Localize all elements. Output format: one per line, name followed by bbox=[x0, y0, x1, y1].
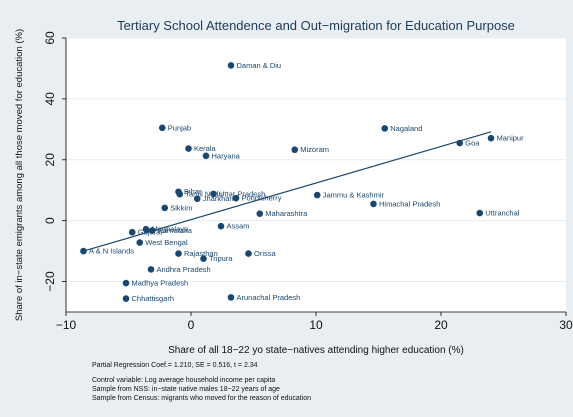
y-tick-label: 20 bbox=[43, 153, 57, 167]
point-label: Gujarat bbox=[138, 228, 164, 237]
point-label: Himachal Pradesh bbox=[379, 199, 440, 208]
data-point bbox=[147, 266, 155, 273]
point-label: Bihar bbox=[184, 187, 202, 196]
point-label: Assam bbox=[227, 222, 250, 231]
data-point bbox=[193, 195, 201, 203]
point-label: Punjab bbox=[168, 123, 191, 132]
point-label: Karnataka bbox=[158, 226, 193, 235]
point-label: Daman & Diu bbox=[237, 61, 282, 70]
y-tick-label: −20 bbox=[43, 271, 57, 292]
point-label: Uttranchal bbox=[485, 209, 520, 218]
data-points: Daman & Diu Nagaland Punjab Manipur Goa Keral… bbox=[80, 61, 524, 303]
x-tick-label: −10 bbox=[56, 318, 77, 332]
point-label: Sikkim bbox=[170, 203, 192, 212]
data-point bbox=[175, 250, 182, 257]
y-axis-label: Share of in−state emigrants among all th… bbox=[14, 29, 25, 321]
data-point bbox=[370, 200, 377, 208]
point-label: Orissa bbox=[254, 249, 276, 258]
y-tick-label: 0 bbox=[43, 217, 57, 224]
point-label: Chhattisgarh bbox=[132, 294, 175, 303]
data-point bbox=[142, 225, 150, 233]
point-label: Pondicherry bbox=[242, 194, 282, 203]
point-label: Goa bbox=[465, 139, 480, 148]
point-label: Arunachal Pradesh bbox=[237, 293, 301, 302]
data-point bbox=[185, 145, 192, 152]
data-point bbox=[227, 62, 235, 69]
data-point bbox=[176, 190, 184, 198]
point-label: Madhya Pradesh bbox=[132, 279, 189, 288]
point-label: Tripura bbox=[209, 254, 233, 263]
data-point bbox=[313, 191, 321, 199]
point-label: Manipur bbox=[497, 134, 525, 143]
point-label: Tamil Nadu bbox=[185, 190, 223, 199]
x-tick-label: 20 bbox=[434, 318, 448, 332]
point-label: A & N Islands bbox=[89, 247, 134, 256]
data-point bbox=[256, 210, 264, 217]
data-point bbox=[381, 125, 389, 132]
data-point bbox=[122, 279, 130, 287]
x-tick-label: 10 bbox=[309, 318, 323, 332]
data-point bbox=[487, 134, 495, 142]
x-tick-label: 30 bbox=[559, 318, 573, 332]
plot-area bbox=[66, 38, 566, 312]
x-ticks: −10 0 10 20 30 bbox=[56, 312, 573, 332]
data-point bbox=[158, 124, 166, 132]
grid-lines bbox=[66, 37, 566, 283]
data-point bbox=[217, 222, 225, 230]
point-label: Jammu & Kashmir bbox=[323, 191, 385, 200]
point-label: Andhra Pradesh bbox=[157, 265, 211, 274]
point-label: Meghalaya bbox=[152, 225, 190, 234]
point-label: Rajasthan bbox=[184, 249, 218, 258]
point-label: Uttar Pradesh bbox=[219, 189, 265, 198]
data-point bbox=[148, 227, 156, 234]
point-label: Kerala bbox=[194, 144, 217, 153]
point-label: Maharashtra bbox=[265, 209, 308, 218]
point-label: Haryana bbox=[212, 151, 241, 160]
data-point bbox=[291, 146, 299, 154]
point-label: Jharkhand bbox=[203, 194, 238, 203]
x-axis-label: Share of all 18−22 yo state−natives atte… bbox=[168, 345, 464, 356]
point-label: Mizoram bbox=[300, 145, 329, 154]
chart-title: Tertiary School Attendence and Out−migra… bbox=[117, 18, 515, 33]
data-point bbox=[210, 190, 217, 198]
data-point bbox=[476, 209, 484, 217]
point-label: Nagaland bbox=[390, 124, 422, 133]
data-point bbox=[122, 295, 130, 302]
data-point bbox=[80, 247, 87, 255]
data-point bbox=[456, 139, 464, 147]
point-label: West Bengal bbox=[145, 238, 188, 247]
data-point bbox=[128, 228, 136, 236]
y-ticks: −20 0 20 40 60 bbox=[43, 31, 66, 292]
census-note: Sample from Census: migrants who moved f… bbox=[92, 395, 312, 402]
nss-note: Sample from NSS: in−state native males 1… bbox=[92, 386, 280, 393]
y-tick-label: 40 bbox=[43, 92, 57, 106]
data-point bbox=[136, 239, 144, 246]
data-point bbox=[227, 294, 235, 301]
data-point bbox=[161, 204, 169, 212]
control-note: Control variable: Log average household … bbox=[92, 377, 276, 384]
data-point bbox=[245, 250, 252, 257]
data-point bbox=[200, 255, 207, 263]
data-point bbox=[202, 152, 210, 160]
y-tick-label: 60 bbox=[43, 31, 57, 45]
x-tick-label: 0 bbox=[188, 318, 195, 332]
regression-note: Partial Regression Coef.= 1.210, SE = 0.… bbox=[92, 362, 258, 369]
data-point bbox=[232, 194, 240, 202]
